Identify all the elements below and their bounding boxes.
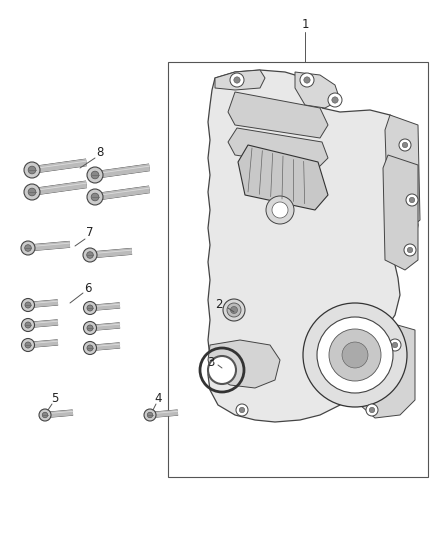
Circle shape [28, 188, 36, 196]
Circle shape [84, 321, 96, 335]
Polygon shape [238, 145, 328, 210]
Circle shape [342, 342, 368, 368]
Circle shape [304, 77, 310, 83]
Circle shape [21, 241, 35, 255]
Circle shape [239, 407, 245, 413]
Circle shape [24, 184, 40, 200]
Circle shape [332, 97, 338, 103]
Circle shape [21, 319, 35, 332]
Polygon shape [358, 320, 415, 418]
Circle shape [25, 342, 31, 348]
Circle shape [317, 317, 393, 393]
Circle shape [87, 325, 93, 331]
Circle shape [144, 409, 156, 421]
Circle shape [25, 322, 31, 328]
Polygon shape [208, 340, 280, 388]
Text: 1: 1 [301, 19, 309, 31]
Circle shape [42, 412, 48, 418]
Circle shape [303, 303, 407, 407]
Circle shape [25, 245, 31, 251]
Circle shape [406, 194, 418, 206]
Circle shape [25, 302, 31, 308]
Circle shape [402, 142, 408, 148]
Circle shape [84, 342, 96, 354]
Circle shape [87, 252, 93, 259]
Text: 5: 5 [51, 392, 59, 405]
Circle shape [300, 73, 314, 87]
Text: 2: 2 [215, 298, 223, 311]
Bar [168, 62, 428, 477]
Circle shape [227, 303, 241, 317]
Circle shape [399, 139, 411, 151]
Circle shape [328, 93, 342, 107]
Circle shape [230, 306, 237, 313]
Circle shape [329, 329, 381, 381]
Circle shape [83, 248, 97, 262]
Circle shape [407, 247, 413, 253]
Circle shape [91, 193, 99, 201]
Circle shape [366, 404, 378, 416]
Circle shape [87, 167, 103, 183]
Text: 7: 7 [86, 227, 94, 239]
Circle shape [392, 342, 398, 348]
Polygon shape [385, 115, 420, 230]
Polygon shape [228, 128, 328, 168]
Circle shape [369, 407, 374, 413]
Circle shape [389, 339, 401, 351]
Circle shape [230, 73, 244, 87]
Circle shape [28, 166, 36, 174]
Polygon shape [208, 70, 418, 422]
Polygon shape [295, 72, 340, 108]
Circle shape [91, 171, 99, 179]
Text: 3: 3 [208, 356, 215, 368]
Circle shape [234, 77, 240, 83]
Polygon shape [228, 92, 328, 138]
Circle shape [236, 404, 248, 416]
Circle shape [39, 409, 51, 421]
Circle shape [84, 302, 96, 314]
Circle shape [272, 202, 288, 218]
Circle shape [266, 196, 294, 224]
Circle shape [87, 189, 103, 205]
Polygon shape [383, 155, 418, 270]
Polygon shape [215, 70, 265, 90]
Circle shape [223, 299, 245, 321]
Circle shape [21, 298, 35, 311]
Text: 6: 6 [84, 281, 92, 295]
Circle shape [87, 345, 93, 351]
Circle shape [404, 244, 416, 256]
Text: 4: 4 [154, 392, 162, 405]
Text: 8: 8 [96, 146, 104, 158]
Circle shape [21, 338, 35, 351]
Circle shape [147, 412, 153, 418]
Circle shape [409, 197, 415, 203]
Circle shape [87, 305, 93, 311]
Circle shape [208, 356, 236, 384]
Circle shape [24, 162, 40, 178]
